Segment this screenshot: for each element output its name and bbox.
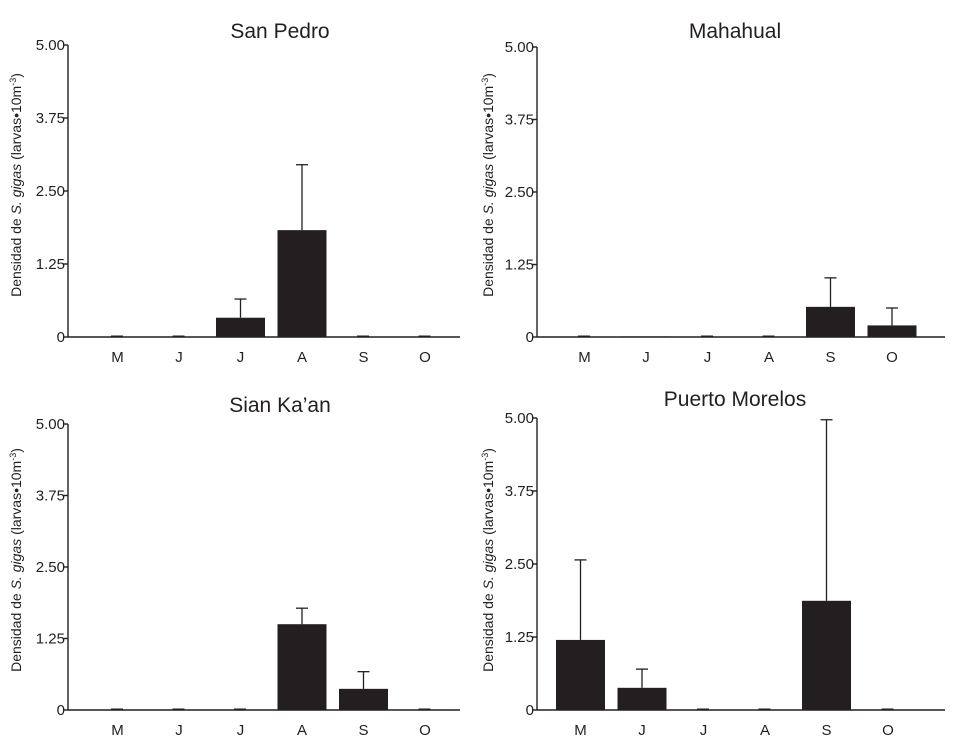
y-tick-label: 3.75 [36, 110, 65, 127]
y-tick-label: 1.25 [36, 256, 65, 273]
bar [234, 708, 246, 710]
y-tick-label: 3.75 [36, 488, 65, 505]
chart-panel-2: Mahahual 0 1.25 2.50 3.75 5.00 Densidad de S. … [480, 20, 945, 366]
bar [578, 335, 590, 337]
y-axis-label: Densidad de S. gigas (larvas•10m-3) [480, 448, 496, 672]
x-tick-label: J [175, 349, 183, 366]
bar [802, 600, 851, 710]
x-tick-label: M [574, 722, 587, 737]
y-tick-label: 2.50 [505, 556, 534, 573]
bar [881, 708, 894, 710]
x-tick-label: M [578, 349, 591, 366]
bar [357, 335, 369, 337]
bar [216, 317, 265, 337]
y-tick-label: 2.50 [36, 559, 65, 576]
chart-panel-1: San Pedro 0 1.25 2.50 3.75 5.00 Densidad de S.… [8, 20, 460, 366]
y-tick-label: 1.25 [36, 631, 65, 648]
x-tick-label: J [638, 722, 646, 737]
bar [111, 708, 123, 710]
bar [172, 708, 185, 710]
chart-title: Mahahual [689, 20, 781, 43]
chart-title: Puerto Morelos [664, 388, 806, 411]
x-tick-label: S [821, 722, 831, 737]
bar [418, 335, 431, 337]
x-tick-label: J [642, 349, 650, 366]
bar [758, 708, 771, 710]
y-axis-label: Densidad de S. gigas (larvas•10m-3) [480, 73, 496, 297]
x-tick-label: M [111, 722, 124, 737]
x-tick-label: A [760, 722, 770, 737]
chart-title: San Pedro [230, 20, 329, 43]
x-tick-label: M [111, 349, 124, 366]
bar [617, 687, 667, 710]
chart-title: Sian Ka’an [229, 394, 331, 417]
x-tick-label: J [237, 722, 245, 737]
bar [621, 336, 671, 337]
bar [701, 335, 713, 337]
y-tick-label: 0 [57, 702, 65, 719]
bar [697, 708, 709, 710]
y-axis-label: Densidad de S. gigas (larvas•10m-3) [8, 448, 24, 672]
x-tick-label: S [358, 349, 368, 366]
y-tick-label: 3.75 [505, 112, 534, 129]
y-tick-label: 5.00 [505, 39, 534, 56]
y-tick-label: 3.75 [505, 483, 534, 500]
bar [556, 639, 605, 710]
x-tick-label: A [764, 349, 774, 366]
x-tick-label: S [825, 349, 835, 366]
x-tick-label: J [175, 722, 183, 737]
bar [111, 335, 123, 337]
bar [277, 230, 327, 337]
bar [806, 306, 855, 337]
bar [172, 335, 185, 337]
chart-panel-3: Sian Ka’an 0 1.25 2.50 3.75 5.00 Densidad de S… [8, 394, 460, 739]
x-tick-label: O [882, 722, 894, 737]
bar [277, 624, 327, 710]
bar [418, 708, 431, 710]
y-tick-label: 5.00 [36, 37, 65, 54]
bar [762, 335, 775, 337]
y-tick-label: 1.25 [505, 629, 534, 646]
y-tick-label: 2.50 [36, 183, 65, 200]
y-axis-label: Densidad de S. gigas (larvas•10m-3) [8, 73, 24, 297]
x-tick-label: J [700, 722, 708, 737]
y-tick-label: 0 [526, 702, 534, 719]
x-tick-label: A [297, 349, 307, 366]
x-tick-label: A [297, 722, 307, 737]
bar [339, 688, 388, 710]
y-tick-label: 0 [526, 329, 534, 346]
x-tick-label: S [358, 722, 368, 737]
y-tick-label: 1.25 [505, 257, 534, 274]
y-tick-label: 0 [57, 329, 65, 346]
y-tick-label: 5.00 [505, 410, 534, 427]
x-tick-label: J [237, 349, 245, 366]
chart-panel-4: Puerto Morelos 0 1.25 2.50 3.75 5.00 Densidad … [480, 388, 945, 739]
bar [867, 325, 917, 337]
x-tick-label: J [704, 349, 712, 366]
x-tick-label: O [886, 349, 898, 366]
x-tick-label: O [419, 722, 431, 737]
x-tick-label: O [419, 349, 431, 366]
y-tick-label: 5.00 [36, 416, 65, 433]
y-tick-label: 2.50 [505, 184, 534, 201]
